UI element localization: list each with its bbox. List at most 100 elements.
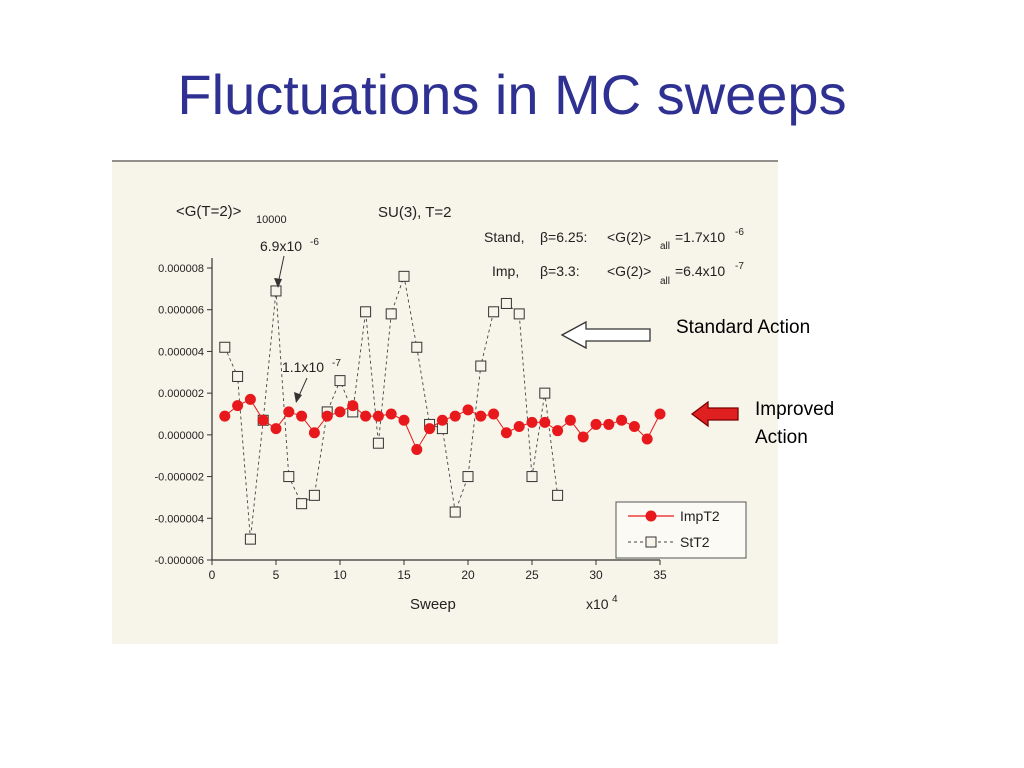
stt2-point	[232, 370, 244, 382]
stt2-point	[283, 471, 295, 483]
stt2-point	[270, 285, 282, 297]
stt2-point	[449, 506, 461, 518]
imp-g-text: <G(2)>	[607, 263, 651, 279]
improved-action-arrow-icon	[690, 400, 739, 428]
impt2-point	[500, 427, 512, 439]
y-tick-label: 0.000006	[158, 305, 204, 317]
legend-imp-marker	[645, 510, 657, 522]
impt2-point	[308, 427, 320, 439]
impt2-point	[526, 416, 538, 428]
y-tick-label: 0.000004	[158, 346, 204, 358]
stt2-point	[398, 270, 410, 282]
imp-value-text: =6.4x10	[675, 263, 725, 279]
stt2-point	[513, 308, 525, 320]
low-annotation-text: 1.1x10	[282, 359, 324, 375]
stand-value-exponent: -6	[735, 227, 744, 238]
y-tick-label: -0.000004	[154, 513, 204, 525]
impt2-point	[577, 431, 589, 443]
standard-action-label: Standard Action	[676, 317, 811, 338]
x-tick-label: 30	[589, 568, 603, 582]
impt2-point	[296, 410, 308, 422]
stand-value-text: =1.7x10	[675, 229, 725, 245]
stt2-point	[334, 375, 346, 387]
x-tick-label: 5	[273, 568, 280, 582]
stt2-point	[488, 306, 500, 318]
stt2-point	[372, 437, 384, 449]
stand-all-subscript: all	[660, 241, 670, 252]
legend-st-marker	[645, 536, 657, 548]
peak-annotation-text: 6.9x10	[260, 238, 302, 254]
x-axis-unit: x10	[586, 596, 609, 612]
legend-st-label: StT2	[680, 534, 710, 550]
stt2-point	[385, 308, 397, 320]
improved-action-label: Improved Action	[755, 399, 835, 448]
low-annotation-arrowhead	[294, 392, 302, 403]
y-tick-label: -0.000002	[154, 472, 204, 484]
impt2-point	[552, 425, 564, 437]
x-axis-label: Sweep	[410, 596, 456, 613]
impt2-point	[257, 414, 269, 426]
chart-legend: ImpT2 StT2	[615, 501, 747, 559]
stt2-point	[411, 341, 423, 353]
stt2-point	[360, 306, 372, 318]
y-tick-label: -0.000006	[154, 555, 204, 567]
stt2-point	[462, 471, 474, 483]
impt2-point	[360, 410, 372, 422]
impt2-point	[488, 408, 500, 420]
impt2-point	[628, 421, 640, 433]
chart-svg: -0.000006 -0.000004 -0.000002 0.000000 0.000…	[112, 160, 778, 613]
y-tick-label: 0.000008	[158, 263, 204, 275]
impt2-point	[347, 400, 359, 412]
stt2-point	[526, 471, 538, 483]
impt2-point	[385, 408, 397, 420]
x-tick-label: 15	[397, 568, 411, 582]
impt2-point	[590, 418, 602, 430]
impt2-point	[564, 414, 576, 426]
chart-figure: -0.000006 -0.000004 -0.000002 0.000000 0.000…	[112, 160, 778, 644]
peak-annotation-exponent: -6	[310, 237, 319, 248]
impt2-point	[372, 410, 384, 422]
peak-annotation-arrowhead	[274, 278, 282, 288]
stt2-point	[500, 297, 512, 309]
impt2-point	[513, 421, 525, 433]
impt2-point	[232, 400, 244, 412]
stt2-point	[244, 533, 256, 545]
x-tick-label: 10	[333, 568, 347, 582]
y-tick-label: 0.000000	[158, 430, 204, 442]
impt2-point	[334, 406, 346, 418]
impt2-point	[603, 418, 615, 430]
impt2-point	[411, 443, 423, 455]
stt2-point	[219, 341, 231, 353]
impt2-point	[244, 393, 256, 405]
x-tick-label: 0	[209, 568, 216, 582]
stand-beta-text: β=6.25:	[540, 229, 587, 245]
legend-imp-label: ImpT2	[680, 508, 720, 524]
stt2-point	[308, 489, 320, 501]
impt2-point	[449, 410, 461, 422]
impt2-point	[398, 414, 410, 426]
x-tick-label: 25	[525, 568, 539, 582]
stt2-point	[552, 489, 564, 501]
x-tick-label: 35	[653, 568, 667, 582]
stand-prefix-text: Stand,	[484, 229, 524, 245]
impt2-point	[539, 416, 551, 428]
impt2-point	[436, 414, 448, 426]
x-axis-unit-exponent: 4	[612, 594, 618, 605]
impt2-point	[321, 410, 333, 422]
imp-value-exponent: -7	[735, 261, 744, 272]
chart-title: <G(T=2)>	[176, 203, 242, 220]
imp-prefix-text: Imp,	[492, 263, 519, 279]
impt2-point	[475, 410, 487, 422]
chart-title-subscript: 10000	[256, 214, 287, 226]
impt2-point	[283, 406, 295, 418]
imp-all-subscript: all	[660, 276, 670, 287]
chart-subtitle: SU(3), T=2	[378, 204, 452, 221]
x-tick-label: 20	[461, 568, 475, 582]
impt2-point	[424, 423, 436, 435]
y-tick-label: 0.000002	[158, 388, 204, 400]
impt2-point	[270, 423, 282, 435]
impt2-point	[616, 414, 628, 426]
stt2-point	[539, 387, 551, 399]
impt2-point	[462, 404, 474, 416]
low-annotation-exponent: -7	[332, 358, 341, 369]
